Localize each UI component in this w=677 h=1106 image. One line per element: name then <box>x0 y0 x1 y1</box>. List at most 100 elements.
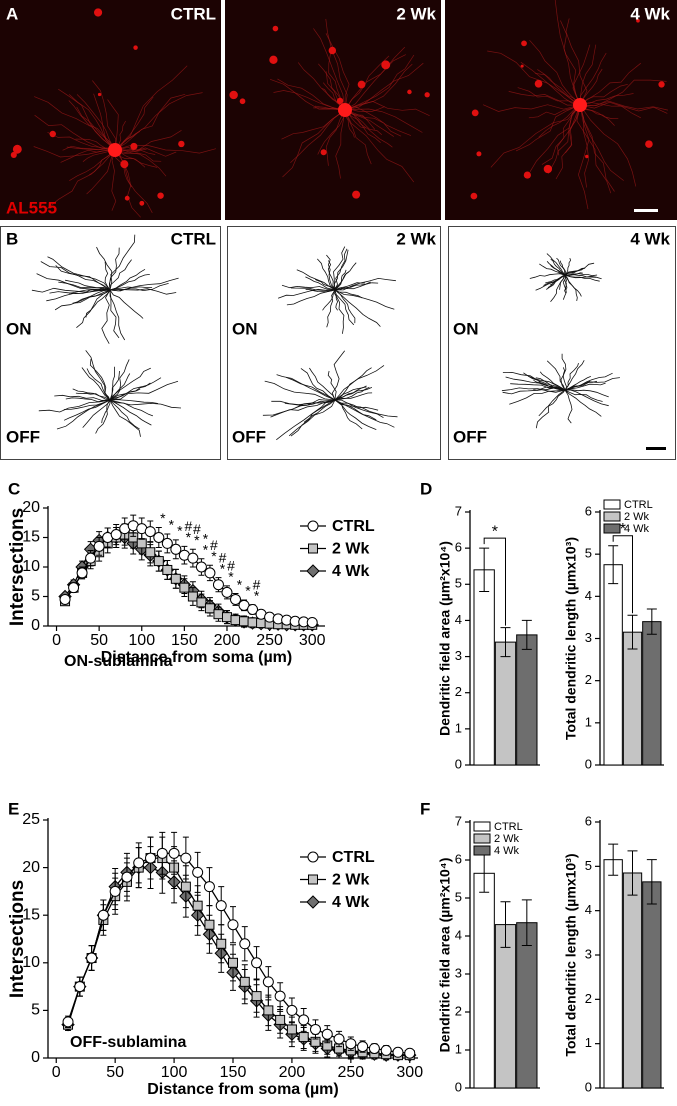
marker <box>212 579 224 591</box>
dendrite <box>547 104 581 174</box>
significance-mark: * <box>177 523 183 539</box>
cell <box>93 8 103 17</box>
off-label: OFF <box>6 427 40 446</box>
dendrite-trace <box>36 273 111 291</box>
y-tick-label: 0 <box>585 1079 592 1094</box>
cell <box>543 164 553 174</box>
soma <box>108 143 122 157</box>
marker <box>153 532 165 543</box>
marker <box>380 1044 392 1056</box>
dendrite-trace <box>334 262 357 291</box>
x-tick-label: 50 <box>90 632 108 649</box>
legend-label: 4 Wk <box>332 894 369 911</box>
marker <box>216 938 227 949</box>
dendrite <box>34 114 116 151</box>
panel-letter: A <box>6 4 18 23</box>
marker <box>170 543 182 555</box>
y-axis-label: Total dendritic length (µmx10³) <box>563 537 579 740</box>
marker <box>247 603 259 615</box>
sublamina-label: ON-sublamina <box>64 653 173 670</box>
panel-letter: F <box>420 799 430 818</box>
dendrite-trace <box>564 362 579 391</box>
dendrite-trace <box>509 389 566 405</box>
dendrite <box>269 78 346 111</box>
cell <box>133 45 138 50</box>
off-label: OFF <box>453 427 487 446</box>
error-bar <box>500 901 511 948</box>
marker <box>230 615 241 626</box>
bar <box>622 872 643 1089</box>
y-tick-label: 20 <box>22 499 40 516</box>
stain-label: AL555 <box>6 198 57 217</box>
dendrite-trace <box>334 248 348 291</box>
y-tick-label: 5 <box>31 588 40 605</box>
panel-letter: C <box>8 479 20 498</box>
dendrite <box>579 83 628 106</box>
dendrite <box>537 69 581 106</box>
dendrite-trace <box>334 289 356 324</box>
cell <box>272 25 279 32</box>
dendrite-trace <box>109 377 162 401</box>
y-tick-label: 6 <box>455 540 462 555</box>
marker <box>256 618 267 629</box>
legend-swatch <box>473 845 491 856</box>
dendrite <box>114 130 182 151</box>
marker <box>97 909 109 921</box>
marker <box>93 540 105 552</box>
dendrite <box>528 104 581 119</box>
scale-bar <box>634 209 658 212</box>
dendrite <box>66 146 116 151</box>
dendrite-trace <box>562 367 568 391</box>
y-tick-label: 5 <box>455 889 462 904</box>
dendrite <box>313 28 346 111</box>
dendrite-trace <box>31 287 111 293</box>
dendrite <box>325 109 346 166</box>
y-tick-label: 7 <box>455 813 462 828</box>
dendrite-trace <box>333 249 349 291</box>
dendrite <box>344 54 406 111</box>
marker <box>203 881 215 893</box>
significance-bracket <box>612 535 633 614</box>
micrograph <box>445 0 677 220</box>
y-tick-label: 5 <box>585 546 592 561</box>
dendrite <box>290 109 346 164</box>
significance-mark: * <box>211 548 217 564</box>
cell <box>381 60 391 70</box>
marker <box>392 1046 404 1058</box>
dendrite-trace <box>543 274 566 286</box>
dendrite-trace <box>65 279 111 291</box>
marker <box>204 603 215 614</box>
marker <box>204 919 215 930</box>
dendrite <box>60 149 116 163</box>
dendrite-trace <box>286 377 336 401</box>
dendrite-trace <box>334 277 396 291</box>
dendrite-trace <box>95 399 111 434</box>
marker <box>247 617 258 628</box>
y-tick-label: 3 <box>455 648 462 663</box>
dendrite <box>75 138 116 151</box>
bar <box>642 881 662 1089</box>
marker <box>145 852 157 864</box>
y-axis-label: Intersections <box>7 508 28 626</box>
dendrite <box>555 104 581 180</box>
tracing-frame <box>227 226 441 460</box>
dendrite <box>579 104 624 181</box>
marker <box>262 976 274 988</box>
dendrite <box>335 109 346 179</box>
dendrite-trace <box>58 281 111 291</box>
dendrite-trace <box>505 376 566 391</box>
x-tick-label: 50 <box>106 1064 124 1081</box>
tracing-frame <box>448 226 676 460</box>
dendrite <box>46 149 116 209</box>
error-bar <box>521 899 532 946</box>
dendrite <box>325 18 348 111</box>
dendrite-trace <box>85 350 111 401</box>
dendrite-trace <box>322 289 336 311</box>
marker <box>215 900 227 912</box>
dendrite <box>557 104 581 156</box>
legend-label: CTRL <box>624 499 653 511</box>
dendrite-trace <box>81 367 111 401</box>
significance-mark: * <box>194 532 200 548</box>
dendrite-trace <box>63 399 111 410</box>
